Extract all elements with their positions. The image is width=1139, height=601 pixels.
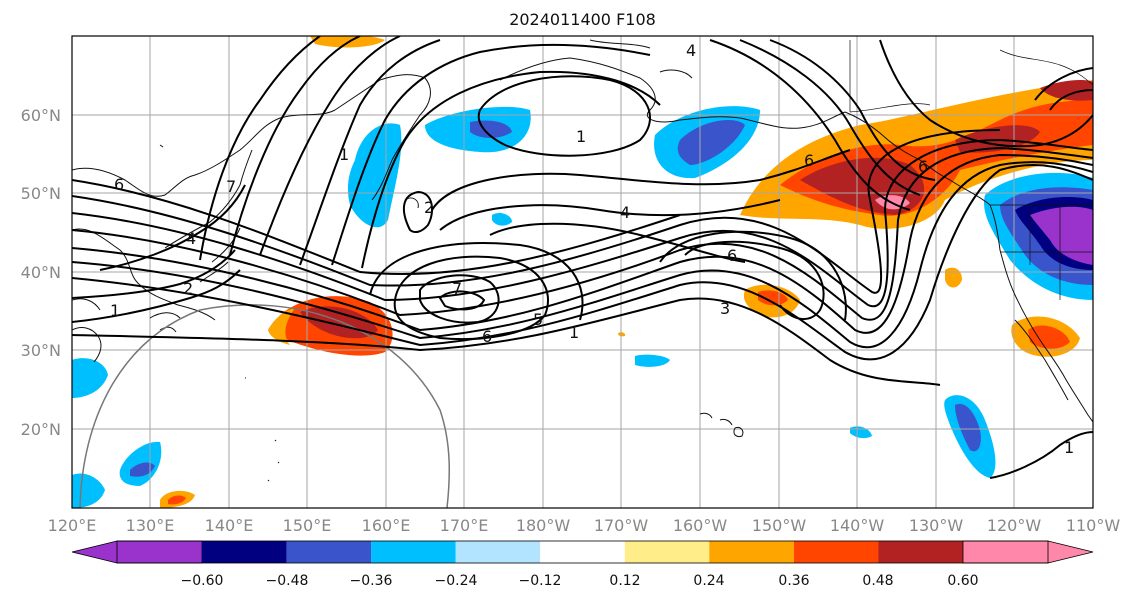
contour-label: 6 (114, 175, 124, 194)
lat-tick-label: 60°N (21, 106, 61, 125)
map-panel: 1 2 4 7 6 4 1 2 1 6 4 6 7 6 5 1 3 6 1 (72, 36, 1093, 508)
lon-tick-label: 130°E (126, 516, 175, 535)
lon-tick-label: 180°W (516, 516, 571, 535)
colorbar-frame (116, 540, 1049, 564)
colorbar-swatch (371, 541, 456, 563)
contour-label: 3 (720, 299, 730, 318)
colorbar-swatch (286, 541, 372, 563)
contour-label: 6 (918, 157, 928, 176)
colorbar-swatch (709, 541, 794, 563)
lon-tick-label: 160°E (362, 516, 411, 535)
colorbar-tick-label: −0.60 (181, 573, 224, 589)
lon-axis: 120°E 130°E 140°E 150°E 160°E 170°E 180°… (48, 516, 1121, 535)
colorbar-swatch (624, 541, 710, 563)
lon-tick-label: 170°E (440, 516, 489, 535)
lon-tick-label: 150°W (752, 516, 807, 535)
colorbar-tick-label: 0.36 (778, 573, 809, 589)
colorbar-swatches (71, 540, 1094, 564)
lon-tick-label: 120°W (987, 516, 1042, 535)
map-frame (71, 35, 1094, 509)
map-title: 2024011400 F108 (509, 10, 656, 29)
colorbar-tick-label: −0.36 (350, 573, 393, 589)
lat-axis: 20°N 30°N 40°N 50°N 60°N (21, 106, 61, 439)
lon-tick-label: 140°W (830, 516, 885, 535)
lat-tick-label: 50°N (21, 184, 61, 203)
lon-tick-label: 170°W (594, 516, 649, 535)
colorbar-swatch (71, 540, 203, 564)
contour-label: 4 (186, 229, 196, 248)
lat-tick-label: 30°N (21, 341, 61, 360)
colorbar-tick-label: 0.48 (862, 573, 893, 589)
lon-tick-label: 130°W (909, 516, 964, 535)
contour-label: 5 (533, 310, 543, 329)
contour-label: 6 (804, 151, 814, 170)
colorbar-swatch (793, 541, 879, 563)
colorbar-swatch (540, 541, 625, 563)
contour-label: 4 (620, 203, 630, 222)
contour-label: 1 (576, 127, 586, 146)
colorbar-tick-label: −0.24 (435, 573, 478, 589)
colorbar: −0.60 −0.48 −0.36 −0.24 −0.12 0.12 0.24 … (71, 540, 1094, 589)
contour-label: 7 (452, 279, 462, 298)
colorbar-swatch (962, 540, 1094, 564)
contour-label: 2 (424, 198, 434, 217)
lon-tick-label: 120°E (48, 516, 97, 535)
lon-tick-label: 160°W (673, 516, 728, 535)
contour-label: 7 (226, 177, 236, 196)
contour-label: 6 (727, 246, 737, 265)
colorbar-tick-label: −0.12 (519, 573, 562, 589)
colorbar-tick-label: 0.12 (609, 573, 640, 589)
lon-tick-label: 150°E (283, 516, 332, 535)
lat-tick-label: 20°N (21, 420, 61, 439)
colorbar-tick-label: 0.24 (693, 573, 724, 589)
contour-label: 1 (110, 301, 120, 320)
colorbar-swatch (455, 541, 541, 563)
colorbar-swatch (878, 541, 963, 563)
region-circle (79, 304, 451, 508)
contour-labels: 1 2 4 7 6 4 1 2 1 6 4 6 7 6 5 1 3 6 1 (110, 41, 1074, 457)
coastlines (72, 39, 1093, 482)
colorbar-swatch (202, 541, 287, 563)
contour-label: 1 (569, 323, 579, 342)
colorbar-ticks: −0.60 −0.48 −0.36 −0.24 −0.12 0.12 0.24 … (181, 573, 979, 589)
colorbar-tick-label: −0.48 (266, 573, 309, 589)
contour-label: 1 (1064, 438, 1074, 457)
contour-label: 6 (482, 327, 492, 346)
contour-label: 1 (339, 145, 349, 164)
lon-tick-label: 140°E (205, 516, 254, 535)
contours (72, 36, 1093, 479)
contour-label: 4 (686, 41, 696, 60)
lon-tick-label: 110°W (1066, 516, 1121, 535)
lat-tick-label: 40°N (21, 263, 61, 282)
contour-label: 2 (183, 279, 193, 298)
colorbar-tick-label: 0.60 (947, 573, 978, 589)
